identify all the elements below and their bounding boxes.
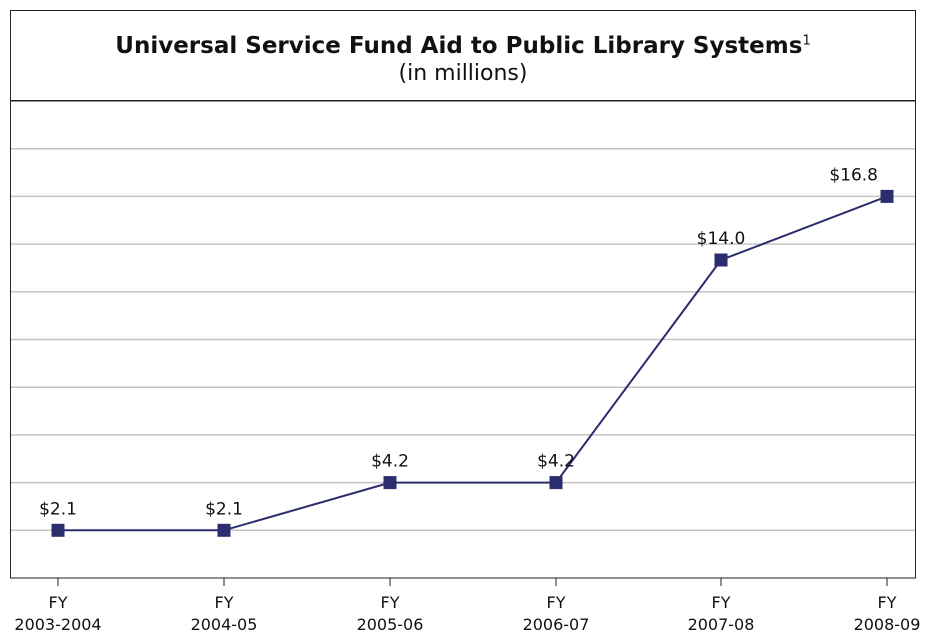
data-point [51,523,65,537]
series-line [58,195,888,532]
gridlines [11,147,915,532]
data-point [383,476,397,490]
series-line-group [58,195,888,532]
data-point [880,189,894,203]
data-markers [51,189,894,537]
x-tick-label: 2008-09 [854,615,921,634]
x-tick-label: 2004-05 [191,615,258,634]
x-tick-label: FY [712,593,731,612]
data-label: $2.1 [205,499,243,519]
chart-title-text: Universal Service Fund Aid to Public Lib… [115,33,803,59]
data-label: $2.1 [39,499,77,519]
x-tick-label: FY [547,593,566,612]
chart-title-footnote: 1 [802,33,811,49]
x-tick-label: FY [49,593,68,612]
x-tick-label: 2005-06 [357,615,424,634]
x-tick-label: 2007-08 [688,615,755,634]
data-point [549,476,563,490]
data-point [217,523,231,537]
x-tick-label: FY [381,593,400,612]
data-label: $4.2 [371,452,409,472]
data-point [714,253,728,267]
chart-title-box: Universal Service Fund Aid to Public Lib… [10,10,916,101]
plot-area [10,100,916,579]
data-labels: $2.1 $2.1 $4.2 $4.2 $14.0 $16.8 [39,165,878,519]
x-tick-label: 2006-07 [523,615,590,634]
data-label: $14.0 [697,229,746,249]
x-axis-ticks [57,578,888,586]
data-label: $4.2 [537,452,575,472]
chart-title: Universal Service Fund Aid to Public Lib… [11,32,915,60]
data-label: $16.8 [829,165,878,185]
x-tick-label: FY [215,593,234,612]
x-axis-labels: FY 2003-2004 FY 2004-05 FY 2005-06 FY 2006-07 FY… [14,593,920,634]
x-tick-label: 2003-2004 [14,615,101,634]
plot-frame [10,100,916,579]
chart-subtitle: (in millions) [398,61,528,86]
x-tick-label: FY [878,593,897,612]
